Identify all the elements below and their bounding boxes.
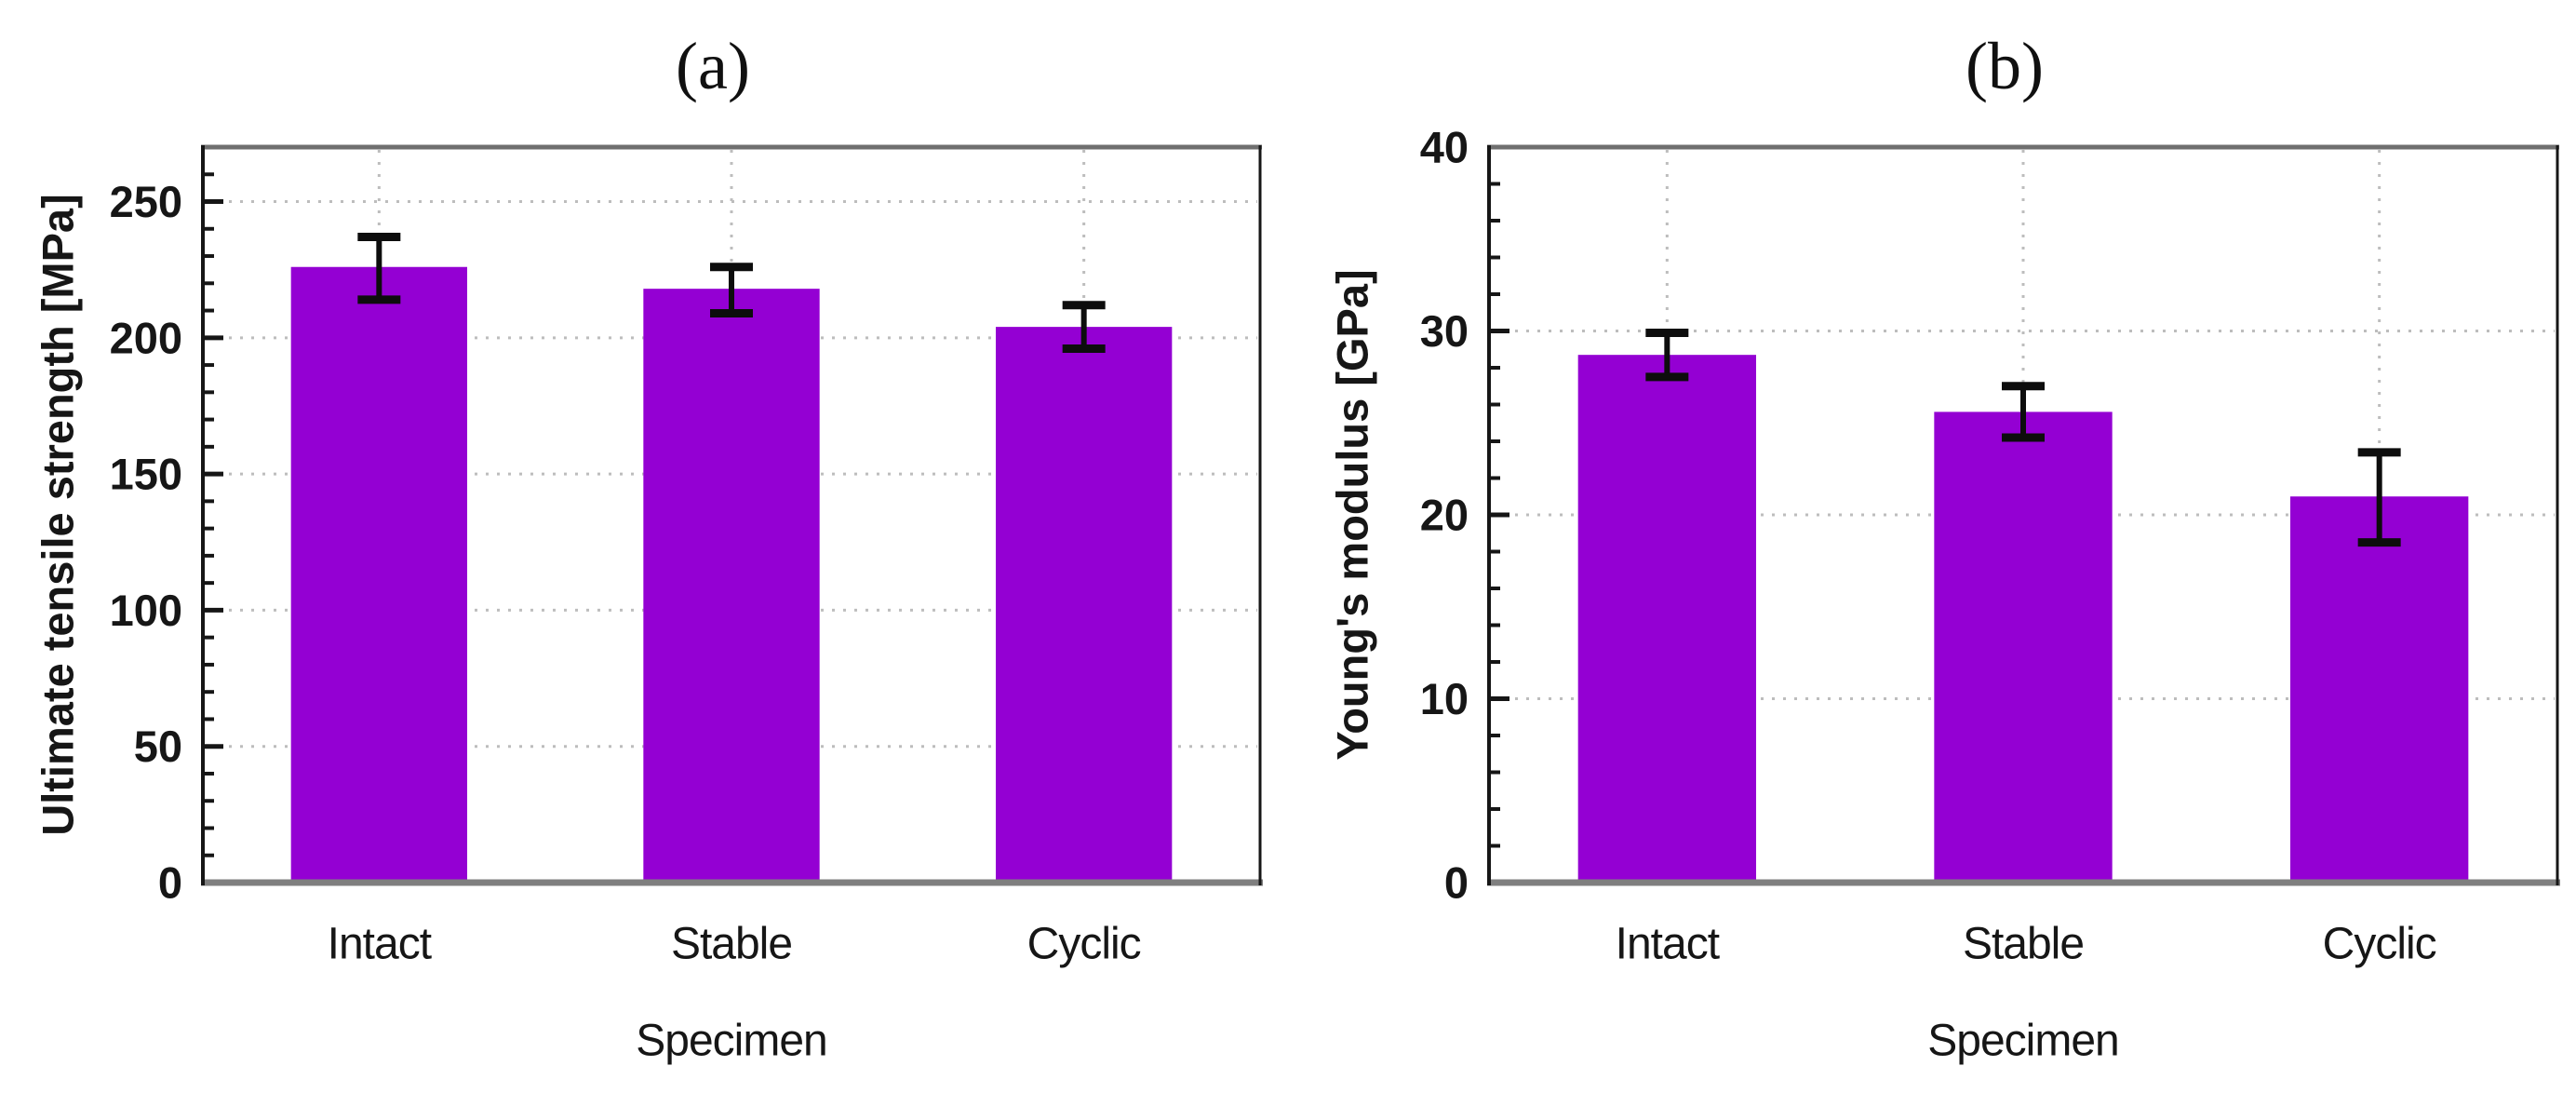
y-tick-label-20: 20: [1420, 491, 1469, 540]
y-tick-label-100: 100: [110, 586, 182, 635]
plot-frame: [201, 144, 1263, 886]
errorbar-cyclic: [2357, 448, 2401, 547]
bar-intact: [290, 266, 467, 884]
x-category-label-intact: Intact: [1616, 920, 1720, 969]
x-category-label-stable: Stable: [671, 920, 792, 969]
y-tick-label-10: 10: [1420, 674, 1469, 723]
y-axis-label: Young's modulus [GPa]: [1328, 269, 1377, 760]
bar-stable: [643, 289, 820, 883]
plot-frame: [1487, 144, 2560, 886]
y-axis-ticks: [203, 172, 223, 857]
bar-cyclic: [996, 327, 1173, 884]
y-tick-label-0: 0: [1444, 858, 1469, 908]
chart-panel-a: 0 50 100 150 200 250 Intact Stable Cyclic Specime…: [34, 144, 1263, 1066]
y-tick-label-150: 150: [110, 450, 182, 499]
y-axis-ticks: [1489, 144, 1509, 848]
x-axis-label: Specimen: [1927, 1017, 2118, 1066]
y-tick-label-30: 30: [1420, 306, 1469, 356]
x-category-label-stable: Stable: [1963, 920, 2084, 969]
y-tick-label-0: 0: [158, 858, 182, 908]
errorbar-cyclic: [1062, 301, 1106, 354]
x-category-label-cyclic: Cyclic: [1027, 920, 1141, 969]
y-tick-label-50: 50: [134, 722, 182, 771]
bar-intact: [1577, 355, 1756, 883]
errorbar-stable: [710, 263, 753, 317]
x-category-label-intact: Intact: [328, 920, 432, 969]
y-tick-label-200: 200: [110, 313, 182, 362]
errorbar-intact: [1645, 328, 1689, 382]
bar-stable: [1934, 412, 2113, 883]
x-axis-label: Specimen: [636, 1017, 826, 1066]
errorbar-intact: [357, 233, 401, 304]
panel-b-title: (b): [1966, 29, 2044, 103]
panel-a-title: (a): [676, 29, 750, 103]
y-axis-label: Ultimate tensile strength [MPa]: [34, 194, 83, 835]
x-category-label-cyclic: Cyclic: [2323, 920, 2436, 969]
errorbar-stable: [2002, 382, 2045, 442]
chart-panel-b: 0 10 20 30 40 Intact Stable Cyclic Specimen Young…: [1328, 123, 2560, 1066]
y-tick-label-40: 40: [1420, 123, 1469, 172]
bar-cyclic: [2290, 496, 2469, 883]
y-tick-label-250: 250: [110, 177, 182, 226]
